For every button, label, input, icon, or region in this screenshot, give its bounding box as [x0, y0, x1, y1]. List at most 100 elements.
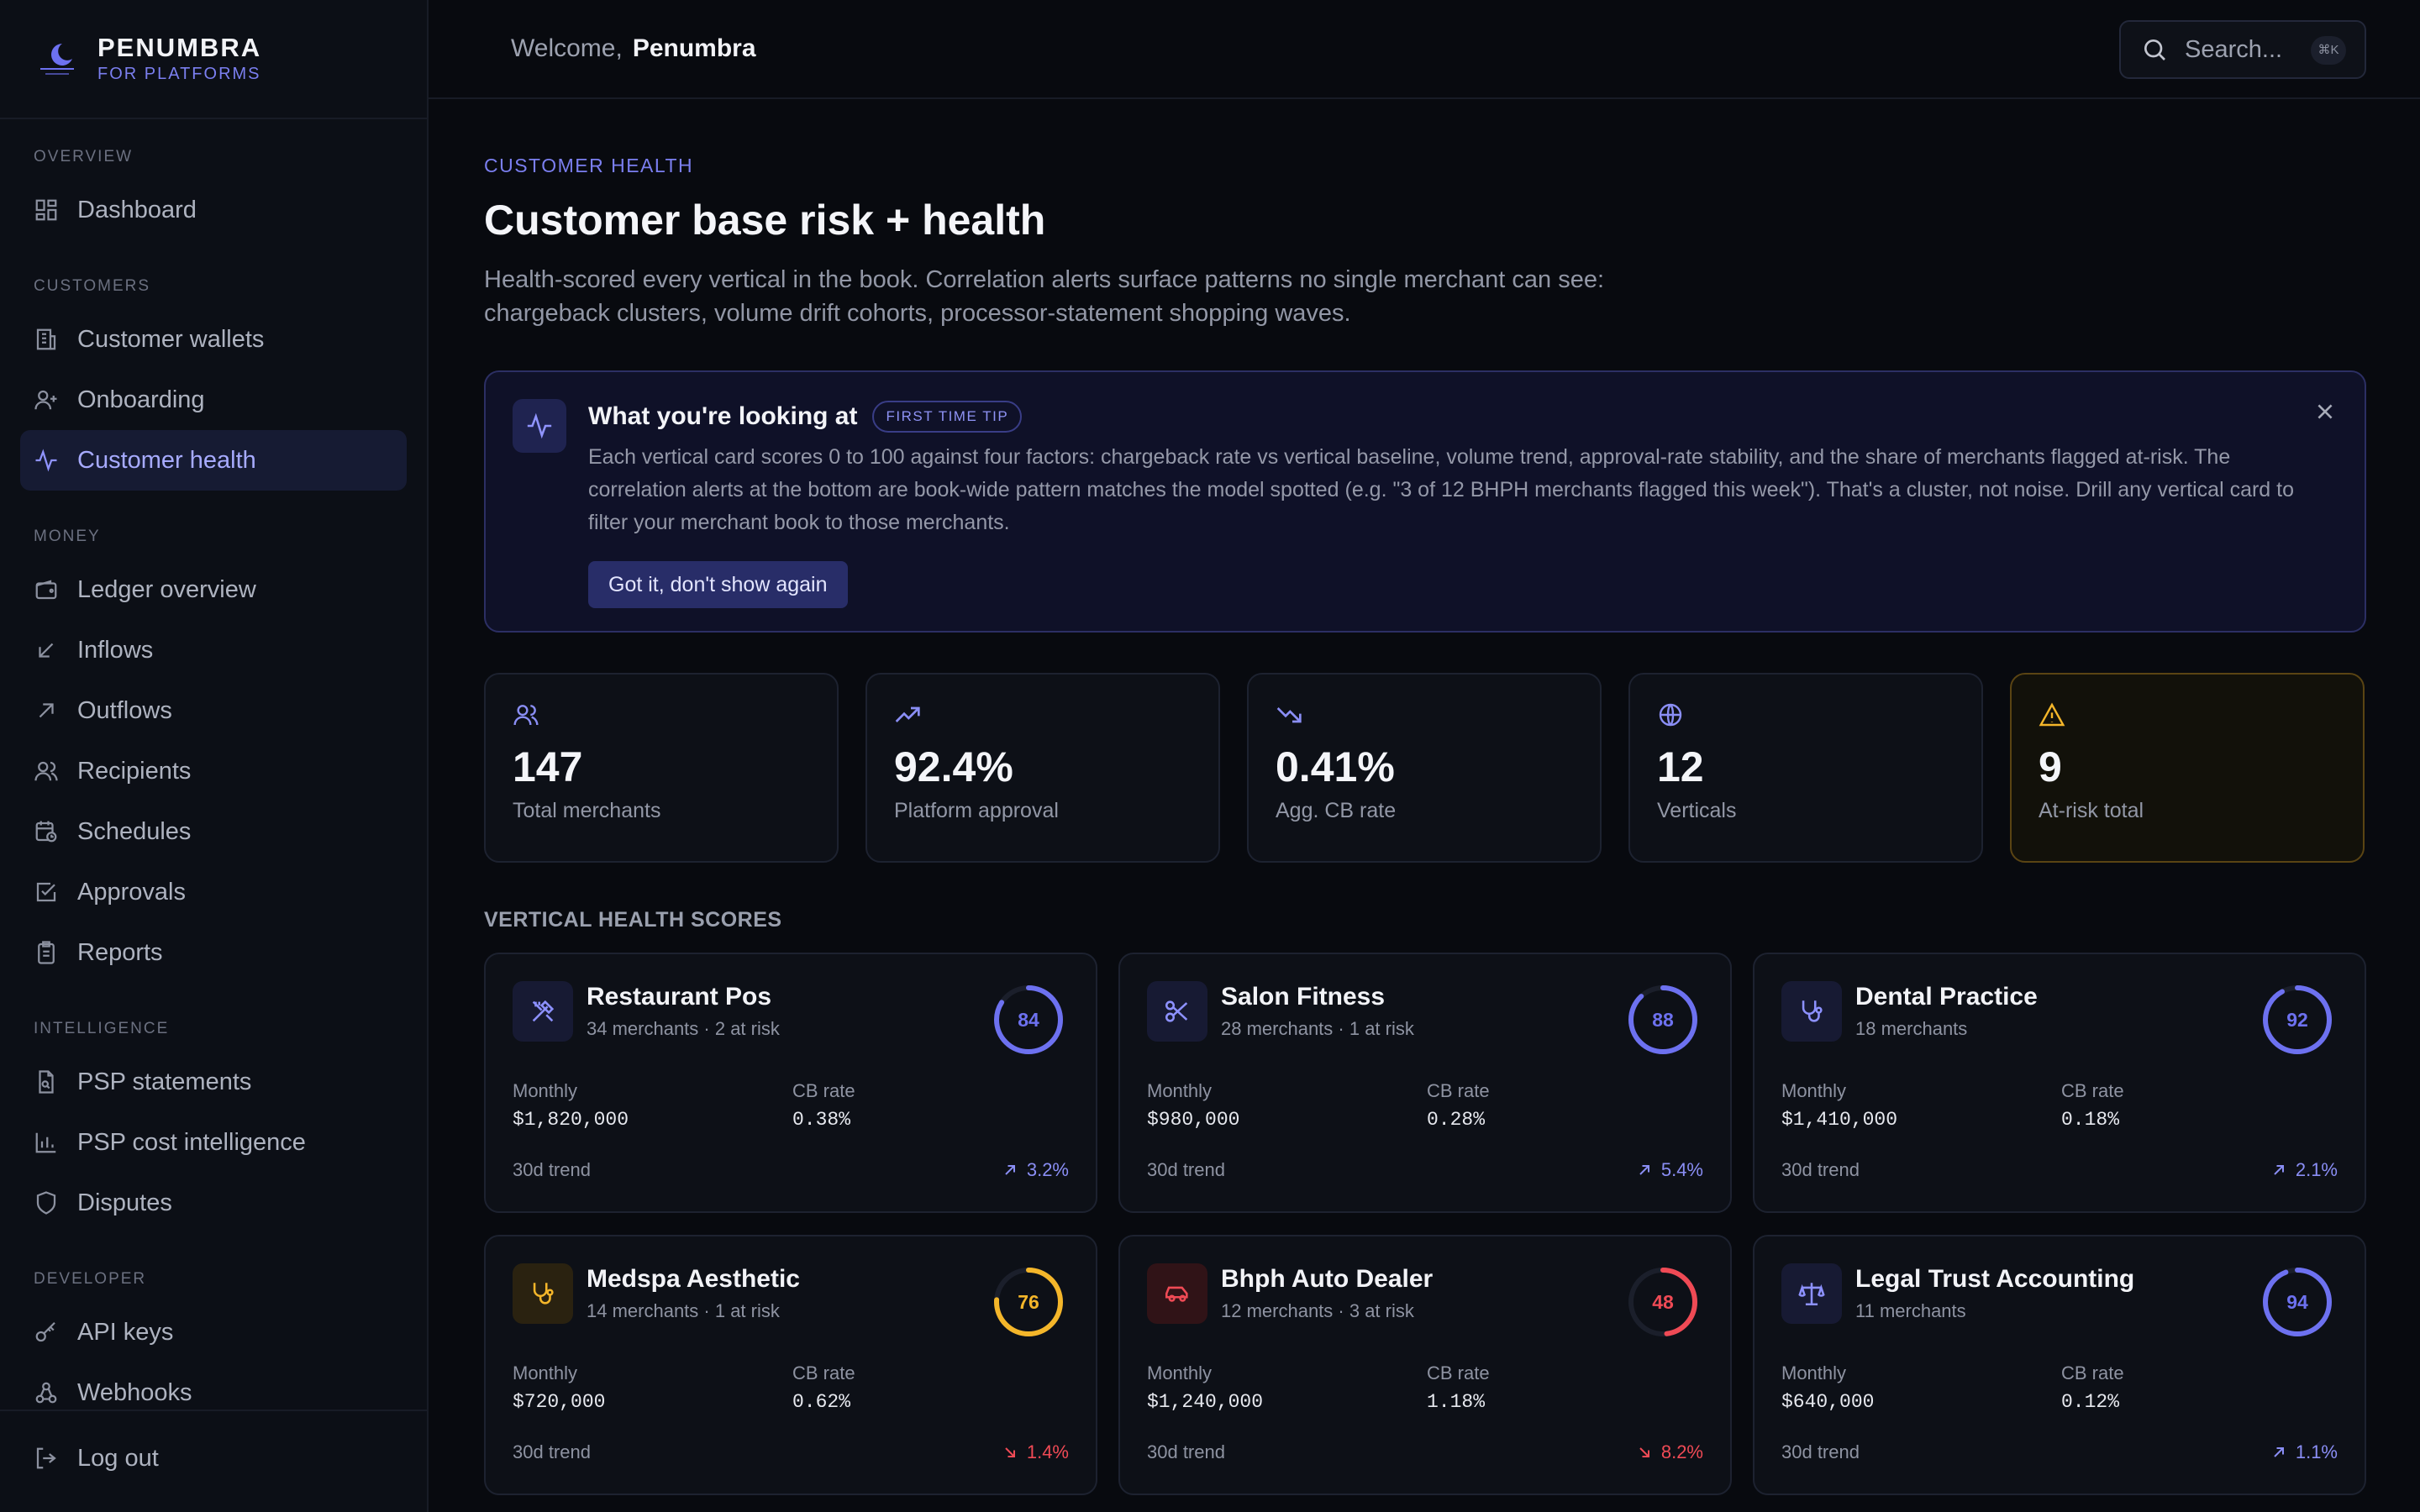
nav-section-money: MONEY [34, 528, 101, 545]
brand[interactable]: PENUMBRA FOR PLATFORMS [0, 0, 427, 119]
sidebar-item-api-keys[interactable]: API keys [20, 1302, 407, 1362]
stat-value: 12 [1657, 743, 1704, 790]
cb-rate-label: CB rate [792, 1080, 855, 1101]
stat-platform-approval[interactable]: 92.4% Platform approval [865, 673, 1220, 863]
warning-icon [2039, 702, 2065, 727]
trend-value: 8.2% [1636, 1441, 1703, 1463]
sidebar-item-recipients[interactable]: Recipients [20, 741, 407, 801]
sidebar-item-customer-wallets[interactable]: Customer wallets [20, 309, 407, 370]
vertical-card-dental-practice[interactable]: Dental Practice 18 merchants 92 Monthly $… [1753, 953, 2366, 1213]
sidebar: PENUMBRA FOR PLATFORMS OVERVIEW Dashboar… [0, 0, 429, 1512]
stat-value: 147 [513, 743, 583, 790]
section-title: VERTICAL HEALTH SCORES [484, 908, 782, 932]
sidebar-item-disputes[interactable]: Disputes [20, 1173, 407, 1233]
scissors-icon [1147, 981, 1207, 1042]
vertical-card-restaurant-pos[interactable]: Restaurant Pos 34 merchants · 2 at risk … [484, 953, 1097, 1213]
stat-at-risk-total[interactable]: 9 At-risk total [2010, 673, 2365, 863]
cb-rate-label: CB rate [2061, 1080, 2124, 1101]
clipboard-icon [38, 941, 55, 964]
welcome-text: Welcome, Penumbra [511, 34, 756, 63]
health-score: 84 [1018, 1009, 1039, 1031]
stat-total-merchants[interactable]: 147 Total merchants [484, 673, 839, 863]
sidebar-item-label: Approvals [77, 878, 186, 906]
logout-button[interactable]: Log out [20, 1428, 407, 1488]
stats-row: 147 Total merchants 92.4% Platform appro… [484, 673, 2366, 863]
sidebar-item-label: Schedules [77, 817, 192, 845]
score-ring [1628, 985, 1697, 1054]
trend-percent: 3.2% [1026, 1159, 1069, 1180]
vertical-card-bhph-auto-dealer[interactable]: Bhph Auto Dealer 12 merchants · 3 at ris… [1118, 1235, 1732, 1495]
sidebar-item-label: Onboarding [77, 386, 205, 413]
vertical-merchant-count: 18 merchants [1855, 1018, 1968, 1039]
sidebar-item-psp-statements[interactable]: PSP statements [20, 1052, 407, 1112]
monthly-label: Monthly [1781, 1080, 1847, 1101]
sidebar-item-onboarding[interactable]: Onboarding [20, 370, 407, 430]
cb-rate-label: CB rate [2061, 1362, 2124, 1383]
stethoscope-icon [1781, 981, 1842, 1042]
cb-rate-value: 1.18% [1427, 1391, 1486, 1413]
trending-up-icon [895, 706, 920, 722]
shield-icon [36, 1191, 56, 1215]
page-title: Customer base risk + health [484, 197, 1046, 244]
cb-rate-value: 0.62% [792, 1391, 851, 1413]
vertical-name: Dental Practice [1855, 983, 2038, 1011]
stat-label: Platform approval [894, 799, 1059, 822]
vertical-name: Medspa Aesthetic [587, 1265, 800, 1293]
vertical-card-salon-fitness[interactable]: Salon Fitness 28 merchants · 1 at risk 8… [1118, 953, 1732, 1213]
cb-rate-label: CB rate [792, 1362, 855, 1383]
page-eyebrow: CUSTOMER HEALTH [484, 155, 694, 176]
arrow-up-right-icon [1639, 1165, 1649, 1175]
car-icon [1147, 1263, 1207, 1324]
key-icon [35, 1321, 55, 1342]
sidebar-item-webhooks[interactable]: Webhooks [20, 1362, 407, 1423]
bar-chart-icon [35, 1132, 56, 1153]
vertical-card-legal-trust-accounting[interactable]: Legal Trust Accounting 11 merchants 94 M… [1753, 1235, 2366, 1495]
sidebar-item-inflows[interactable]: Inflows [20, 620, 407, 680]
trend-value: 1.4% [1002, 1441, 1069, 1463]
dismiss-tip-button[interactable]: Got it, don't show again [588, 561, 848, 608]
brand-name: PENUMBRA [97, 33, 262, 62]
logout-icon [36, 1447, 56, 1469]
sidebar-item-ledger-overview[interactable]: Ledger overview [20, 559, 407, 620]
vertical-card-medspa-aesthetic[interactable]: Medspa Aesthetic 14 merchants · 1 at ris… [484, 1235, 1097, 1495]
pulse-icon [513, 399, 566, 453]
stat-value: 0.41% [1276, 743, 1395, 790]
stat-agg-cb-rate[interactable]: 0.41% Agg. CB rate [1247, 673, 1602, 863]
health-score: 48 [1652, 1291, 1674, 1313]
pulse-icon [35, 449, 57, 472]
stethoscope-icon [513, 1263, 573, 1324]
cb-rate-value: 0.38% [792, 1109, 851, 1131]
trend-percent: 5.4% [1660, 1159, 1703, 1180]
close-icon[interactable] [2314, 401, 2336, 423]
sidebar-item-dashboard[interactable]: Dashboard [20, 180, 407, 240]
sidebar-item-customer-health[interactable]: Customer health [20, 430, 407, 491]
vertical-merchant-count: 11 merchants [1855, 1300, 1966, 1321]
arrow-up-right-icon [2274, 1165, 2284, 1175]
sidebar-item-outflows[interactable]: Outflows [20, 680, 407, 741]
trend-value: 1.1% [2270, 1441, 2338, 1463]
webhook-icon [35, 1382, 57, 1404]
score-ring [1628, 1268, 1697, 1336]
sidebar-nav: OVERVIEW Dashboard CUSTOMERS Customer wa… [0, 119, 427, 1423]
trend-label: 30d trend [513, 1441, 591, 1462]
sidebar-item-label: PSP statements [77, 1068, 252, 1095]
search-shortcut-badge: ⌘K [2311, 36, 2346, 65]
arrow-down-left-icon [39, 643, 54, 658]
sidebar-item-approvals[interactable]: Approvals [20, 862, 407, 922]
vertical-merchant-count: 28 merchants · 1 at risk [1221, 1018, 1414, 1039]
search-placeholder: Search... [2185, 35, 2283, 63]
monthly-value: $980,000 [1147, 1109, 1240, 1131]
cb-rate-label: CB rate [1427, 1080, 1490, 1101]
stat-value: 9 [2039, 743, 2062, 790]
sidebar-item-reports[interactable]: Reports [20, 922, 407, 983]
sidebar-item-label: Ledger overview [77, 575, 256, 603]
sidebar-item-psp-cost-intelligence[interactable]: PSP cost intelligence [20, 1112, 407, 1173]
search-input[interactable]: Search... ⌘K [2119, 20, 2366, 79]
score-ring [2263, 1268, 2332, 1336]
sidebar-item-schedules[interactable]: Schedules [20, 801, 407, 862]
trend-percent: 2.1% [2295, 1159, 2338, 1180]
vertical-name: Bhph Auto Dealer [1221, 1265, 1434, 1293]
brand-subtitle: FOR PLATFORMS [97, 65, 261, 83]
stat-verticals[interactable]: 12 Verticals [1628, 673, 1983, 863]
file-search-icon [39, 1070, 54, 1094]
